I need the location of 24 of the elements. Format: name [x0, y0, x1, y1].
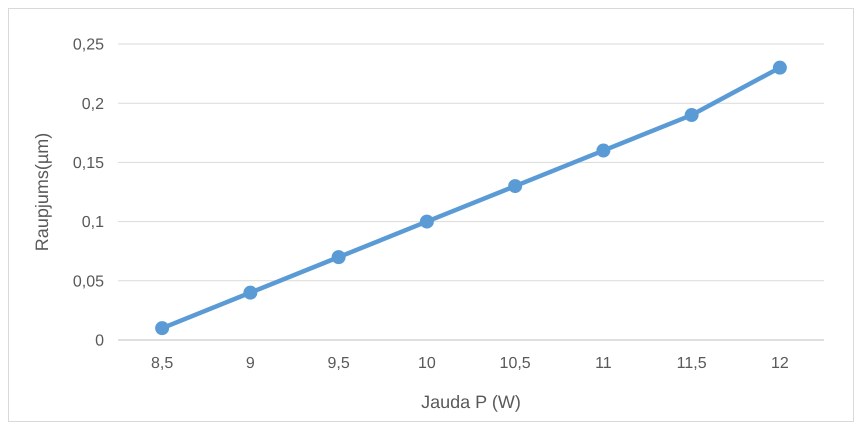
- y-tick-label: 0: [95, 332, 104, 350]
- x-tick-label: 9,5: [328, 355, 350, 372]
- y-axis-title: Raupjums(µm): [32, 132, 52, 252]
- x-tick-label: 10: [418, 355, 436, 372]
- point: [243, 286, 258, 300]
- x-tick-label: 8,5: [151, 355, 174, 372]
- point: [332, 250, 346, 264]
- x-tick-label: 9: [246, 355, 255, 372]
- point: [420, 214, 434, 229]
- x-tick-label: 11,5: [676, 355, 707, 372]
- x-axis-title: Jauda P (W): [421, 392, 521, 412]
- x-tick-label: 10,5: [500, 355, 531, 372]
- point: [508, 179, 522, 194]
- x-tick-label: 11: [595, 355, 612, 372]
- point: [155, 321, 170, 336]
- point: [596, 144, 610, 158]
- y-tick-label: 0,15: [72, 155, 104, 172]
- point: [772, 60, 787, 75]
- y-tick-label: 0,05: [72, 273, 104, 290]
- y-tick-label: 0,2: [82, 96, 104, 113]
- point: [684, 108, 699, 122]
- y-tick-label: 0,25: [72, 36, 104, 54]
- y-tick-label: 0,1: [82, 214, 104, 232]
- x-tick-label: 12: [770, 355, 789, 372]
